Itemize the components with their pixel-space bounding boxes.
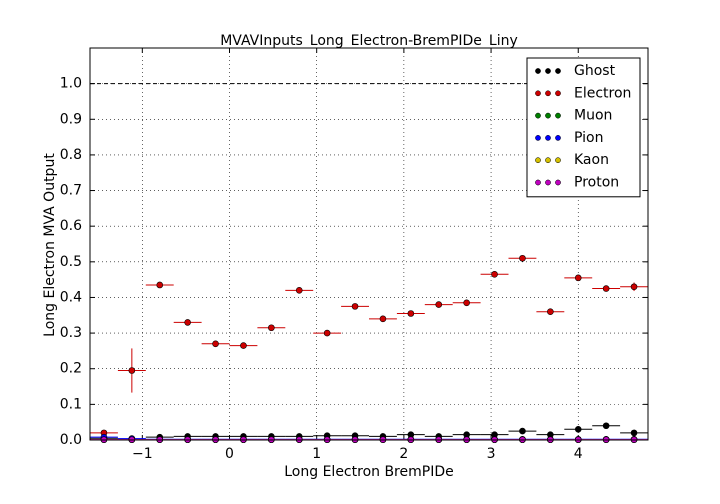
data-point — [602, 422, 610, 430]
data-point — [630, 283, 638, 291]
data-point — [128, 367, 136, 374]
y-tick-label: 0.2 — [60, 361, 82, 377]
plot-frame — [89, 47, 649, 441]
data-point — [268, 324, 275, 332]
legend: Ghost Electron Muon Pion Kaon Proton — [526, 57, 641, 198]
legend-marker — [545, 179, 551, 186]
data-point — [295, 287, 303, 294]
data-point — [407, 310, 415, 317]
legend-marker — [555, 179, 561, 186]
data-point — [323, 329, 331, 337]
legend-marker — [535, 157, 541, 164]
data-point — [547, 308, 554, 316]
x-tick-label: 1 — [312, 446, 321, 462]
legend-marker — [535, 179, 541, 186]
legend-marker — [545, 68, 551, 74]
data-point — [156, 281, 164, 289]
legend-marker — [535, 68, 541, 74]
legend-label: Kaon — [574, 152, 609, 168]
x-tick-label: 0 — [225, 446, 234, 462]
x-tick-label: 2 — [399, 446, 408, 462]
y-tick-label: 0.8 — [60, 147, 82, 163]
data-point — [212, 340, 219, 348]
legend-label: Muon — [574, 108, 612, 124]
legend-marker — [545, 90, 551, 97]
data-point — [463, 299, 470, 307]
legend-marker — [555, 157, 561, 164]
data-point — [379, 315, 387, 323]
legend-box — [526, 57, 641, 198]
data-point — [630, 429, 638, 437]
data-point — [491, 270, 498, 278]
data-point — [519, 427, 526, 435]
data-point — [240, 342, 247, 349]
data-point — [184, 319, 191, 326]
legend-label: Ghost — [574, 63, 616, 79]
y-tick-label: 0.1 — [60, 396, 82, 412]
x-tick-label: 3 — [487, 446, 496, 462]
legend-marker — [555, 68, 561, 74]
legend-label: Pion — [574, 130, 603, 146]
y-tick-label: 0.4 — [60, 289, 82, 305]
x-axis-label: Long Electron BremPIDe — [284, 464, 453, 480]
x-tick-label: 4 — [574, 446, 583, 462]
y-tick-label: 0.6 — [60, 218, 82, 234]
legend-marker — [535, 90, 541, 97]
legend-marker — [535, 135, 541, 141]
legend-label: Proton — [574, 175, 619, 191]
legend-marker — [545, 112, 551, 119]
y-tick-label: 1.0 — [60, 76, 82, 92]
legend-marker — [555, 90, 561, 97]
data-point — [519, 254, 526, 262]
data-point — [602, 285, 610, 292]
y-tick-label: 0.3 — [60, 325, 82, 341]
x-tick-label: −1 — [132, 446, 153, 462]
y-axis-label: Long Electron MVA Output — [42, 153, 58, 337]
data-point — [574, 274, 582, 282]
y-tick-label: 0.9 — [60, 111, 82, 127]
legend-label: Electron — [574, 85, 631, 101]
y-tick-label: 0.7 — [60, 183, 82, 199]
legend-marker — [535, 112, 541, 119]
y-tick-label: 0.0 — [60, 432, 82, 448]
data-point — [574, 426, 582, 433]
legend-marker — [555, 135, 561, 141]
data-point — [435, 301, 443, 308]
legend-marker — [555, 112, 561, 119]
legend-marker — [545, 135, 551, 141]
chart-title: MVAVInputs_Long_Electron-BremPIDe_Liny — [220, 33, 518, 49]
legend-marker — [545, 157, 551, 164]
y-tick-label: 0.5 — [60, 254, 82, 270]
data-point — [351, 303, 359, 310]
